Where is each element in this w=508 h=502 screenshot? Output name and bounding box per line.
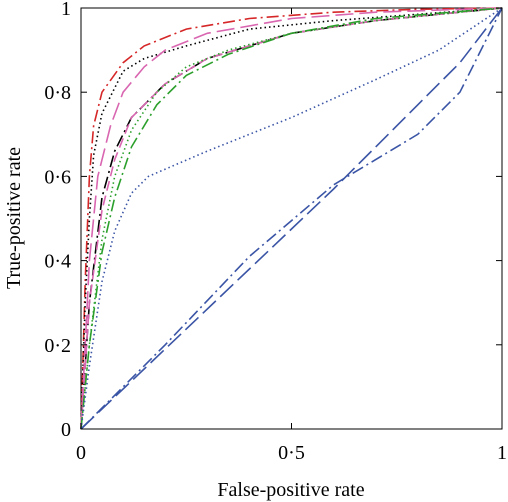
- roc-curve-6: [80, 7, 503, 430]
- tick-layer: 0 0·5 1 0 0·2 0·4 0·6 0·8 1: [44, 0, 507, 464]
- y-tick-label: 0·6: [44, 166, 71, 188]
- series-layer: [80, 7, 503, 430]
- y-axis-label: True-positive rate: [3, 147, 25, 289]
- x-tick-label: 0·5: [278, 442, 305, 464]
- x-tick-label: 1: [497, 442, 507, 464]
- x-tick-label: 0: [76, 442, 86, 464]
- roc-curve-5: [80, 7, 503, 430]
- y-tick-label: 0·8: [44, 82, 71, 104]
- roc-curve-7: [80, 7, 503, 430]
- roc-curve-9: [80, 7, 503, 430]
- roc-curve-4: [80, 7, 503, 430]
- y-tick-label: 0: [61, 419, 71, 441]
- y-tick-label: 1: [61, 0, 71, 20]
- roc-curve-8: [80, 7, 503, 430]
- x-axis-label: False-positive rate: [217, 479, 364, 501]
- y-tick-label: 0·2: [44, 335, 71, 357]
- y-tick-label: 0·4: [44, 251, 71, 273]
- roc-curve-10: [80, 7, 503, 430]
